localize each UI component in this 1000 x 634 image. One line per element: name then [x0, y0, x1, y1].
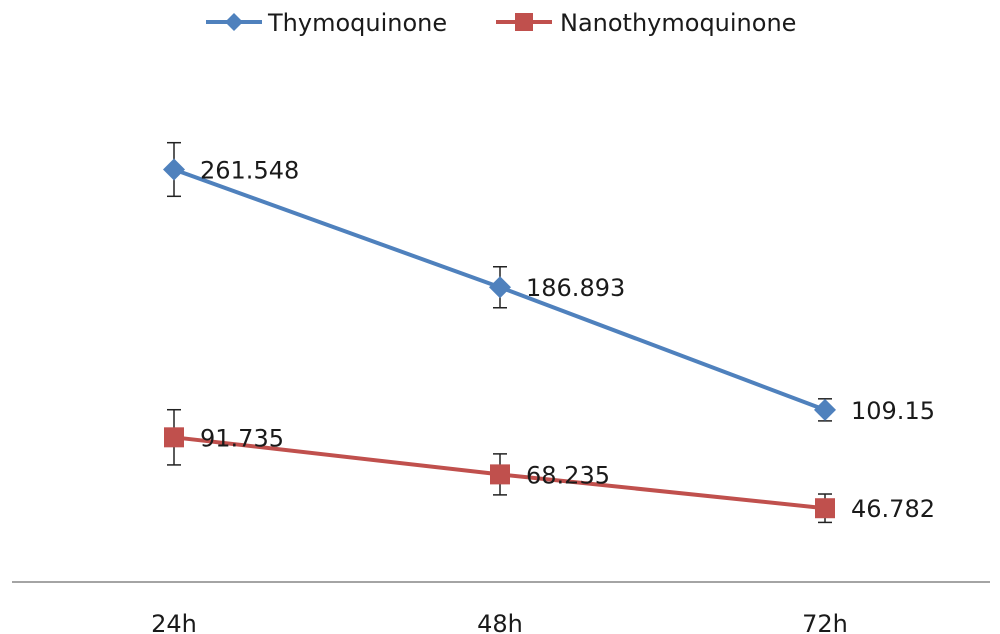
series-thymoquinone: 261.548 186.893 109.15: [163, 141, 935, 425]
data-point-nanothymoquinone-24h: [164, 427, 184, 448]
data-point-thymoquinone-48h: [489, 276, 511, 299]
x-tick-label-24h: 24h: [151, 610, 197, 634]
legend-entry-thymoquinone: Thymoquinone: [206, 9, 447, 37]
plot-area: 261.548 186.893 109.15 91.735 68.235 46.782: [163, 141, 935, 523]
legend-marker-nanothymoquinone: [515, 13, 533, 31]
x-tick-labels: 24h 48h 72h: [151, 610, 848, 634]
x-tick-label-72h: 72h: [802, 610, 848, 634]
data-label-nanothymoquinone-48h: 68.235: [526, 461, 610, 489]
legend-entry-nanothymoquinone: Nanothymoquinone: [496, 9, 796, 37]
series-nanothymoquinone: 91.735 68.235 46.782: [164, 408, 935, 523]
data-label-thymoquinone-48h: 186.893: [526, 274, 625, 302]
data-point-thymoquinone-24h: [163, 158, 185, 181]
data-point-thymoquinone-72h: [814, 398, 836, 421]
data-label-nanothymoquinone-24h: 91.735: [200, 424, 284, 452]
data-label-nanothymoquinone-72h: 46.782: [851, 495, 935, 523]
x-tick-label-48h: 48h: [477, 610, 523, 634]
legend-marker-thymoquinone: [225, 13, 243, 31]
legend-label-thymoquinone: Thymoquinone: [267, 9, 447, 37]
legend: Thymoquinone Nanothymoquinone: [206, 9, 796, 37]
data-label-thymoquinone-72h: 109.15: [851, 397, 935, 425]
data-point-nanothymoquinone-72h: [815, 498, 835, 519]
data-label-thymoquinone-24h: 261.548: [200, 157, 299, 185]
data-point-nanothymoquinone-48h: [490, 464, 510, 485]
legend-label-nanothymoquinone: Nanothymoquinone: [560, 9, 796, 37]
